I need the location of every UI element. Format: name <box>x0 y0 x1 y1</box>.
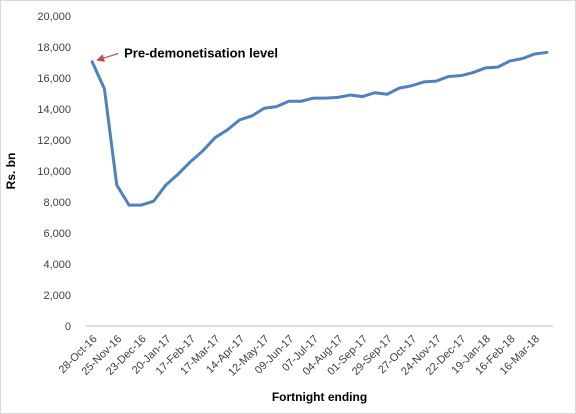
y-tick-label: 16,000 <box>37 73 71 85</box>
annotation-arrowhead <box>96 54 105 62</box>
y-tick-label: 12,000 <box>37 135 71 147</box>
y-tick-label: 2,000 <box>43 290 71 302</box>
annotation: Pre-demonetisation level <box>96 46 278 62</box>
y-axis-ticks: 0 2,000 4,000 6,000 8,000 10,000 12,000 14,000 1… <box>37 11 71 333</box>
y-tick-label: 10,000 <box>37 166 71 178</box>
y-axis-title: Rs. bn <box>4 153 18 190</box>
y-tick-label: 6,000 <box>43 228 71 240</box>
annotation-label: Pre-demonetisation level <box>124 46 278 61</box>
y-tick-label: 8,000 <box>43 197 71 209</box>
annotation-arrow <box>100 52 119 60</box>
x-axis-title: Fortnight ending <box>272 390 367 404</box>
y-tick-label: 14,000 <box>37 104 71 116</box>
x-axis-ticks: 28-Oct-1625-Nov-1623-Dec-1620-Jan-1717-F… <box>57 333 542 379</box>
y-tick-label: 20,000 <box>37 11 71 23</box>
y-tick-label: 18,000 <box>37 42 71 54</box>
series-line <box>90 50 549 207</box>
y-tick-label: 0 <box>65 321 71 333</box>
y-tick-label: 4,000 <box>43 259 71 271</box>
